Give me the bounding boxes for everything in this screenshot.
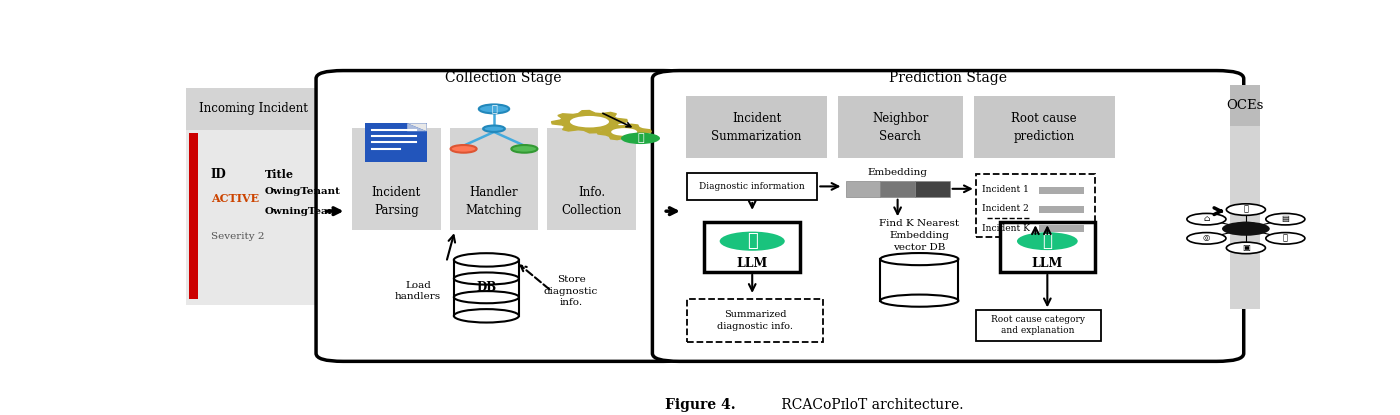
Ellipse shape [454, 309, 519, 322]
Bar [881, 259, 959, 300]
Bar [365, 123, 427, 161]
Text: LLM: LLM [1032, 257, 1063, 271]
Text: Incident
Summarization: Incident Summarization [711, 112, 802, 143]
Text: ACTIVE: ACTIVE [211, 193, 259, 204]
FancyBboxPatch shape [652, 71, 1243, 361]
Text: Incoming Incident: Incoming Incident [199, 103, 308, 115]
Bar [846, 181, 881, 197]
Bar [449, 128, 539, 230]
Text: Embedding: Embedding [868, 168, 928, 177]
Polygon shape [552, 110, 627, 133]
Text: Load
handlers: Load handlers [395, 281, 441, 301]
Bar [973, 96, 1114, 159]
Ellipse shape [881, 253, 959, 265]
Bar [839, 96, 963, 159]
Bar [454, 260, 519, 316]
Bar [186, 88, 322, 129]
Circle shape [511, 145, 538, 153]
Bar [186, 88, 322, 305]
Polygon shape [407, 123, 427, 131]
Ellipse shape [881, 295, 959, 307]
Text: OCEs: OCEs [1226, 99, 1263, 112]
Text: ◎: ◎ [1203, 234, 1210, 242]
Polygon shape [596, 124, 651, 139]
Text: Handler
Matching: Handler Matching [466, 186, 522, 217]
Circle shape [622, 132, 659, 144]
Circle shape [612, 128, 637, 136]
Circle shape [451, 145, 476, 153]
Text: DB: DB [476, 281, 497, 294]
Circle shape [1226, 204, 1266, 215]
Bar [686, 96, 827, 159]
Text: ✿: ✿ [1043, 233, 1053, 250]
Text: ▣: ▣ [1242, 244, 1250, 252]
Text: OwningTeam: OwningTeam [265, 207, 340, 216]
Text: Root cause
prediction: Root cause prediction [1011, 112, 1077, 143]
Text: Neighbor
Search: Neighbor Search [872, 112, 928, 143]
Text: Embedding
vector DB: Embedding vector DB [889, 232, 949, 251]
Text: ✓: ✓ [491, 105, 497, 113]
Text: Collection Stage: Collection Stage [445, 71, 561, 85]
Bar [1039, 225, 1084, 232]
Text: ⌂: ⌂ [1203, 215, 1210, 223]
Text: Incident
Parsing: Incident Parsing [372, 186, 421, 217]
Bar [547, 128, 636, 230]
Bar [687, 173, 818, 200]
Text: Figure 4.: Figure 4. [665, 398, 735, 412]
Text: OwingTenant: OwingTenant [265, 188, 342, 196]
Text: Diagnostic information: Diagnostic information [700, 182, 805, 191]
Bar [976, 310, 1100, 341]
Text: ✿: ✿ [746, 232, 757, 250]
Text: Prediction Stage: Prediction Stage [889, 71, 1007, 85]
Text: LLM: LLM [736, 257, 767, 271]
Polygon shape [407, 123, 427, 131]
Text: Store
diagnostic
info.: Store diagnostic info. [543, 276, 598, 307]
Bar [1229, 85, 1260, 309]
Text: ✓: ✓ [637, 133, 644, 143]
Text: Incident 2: Incident 2 [983, 205, 1029, 213]
Bar [881, 181, 916, 197]
Bar [976, 174, 1095, 237]
Circle shape [1187, 213, 1226, 225]
Bar [1229, 85, 1260, 127]
Circle shape [479, 105, 510, 113]
Circle shape [720, 232, 785, 251]
Circle shape [1266, 213, 1305, 225]
Text: Incident 1: Incident 1 [983, 185, 1029, 194]
Bar [1039, 206, 1084, 213]
Bar [704, 222, 799, 272]
Text: ✕: ✕ [1243, 205, 1249, 214]
Circle shape [1266, 232, 1305, 244]
Bar [916, 181, 949, 197]
Text: ▤: ▤ [1281, 215, 1289, 223]
Text: Incident K: Incident K [983, 224, 1030, 233]
FancyBboxPatch shape [316, 71, 690, 361]
Text: Summarized
diagnostic info.: Summarized diagnostic info. [717, 310, 792, 331]
Bar [1000, 222, 1095, 272]
Circle shape [1187, 232, 1226, 244]
Circle shape [1226, 242, 1266, 254]
Text: ⚙: ⚙ [1282, 234, 1288, 242]
Text: RCACᴏPɪlᴏT architecture.: RCACᴏPɪlᴏT architecture. [777, 398, 963, 412]
Circle shape [1016, 232, 1078, 250]
Bar [687, 299, 823, 342]
Ellipse shape [454, 253, 519, 266]
Text: Title: Title [265, 169, 294, 180]
Text: Info.
Collection: Info. Collection [561, 186, 622, 217]
Bar [351, 128, 441, 230]
Circle shape [570, 116, 609, 127]
Bar [1233, 227, 1259, 232]
Circle shape [1222, 222, 1270, 236]
Text: Find K Nearest: Find K Nearest [879, 220, 959, 228]
Bar [189, 133, 197, 299]
Text: Severity 2: Severity 2 [211, 232, 265, 241]
Circle shape [483, 125, 505, 132]
Text: Root cause category
and explanation: Root cause category and explanation [991, 315, 1085, 335]
Circle shape [1233, 222, 1259, 229]
Bar [1039, 187, 1084, 193]
Text: ID: ID [211, 168, 227, 181]
